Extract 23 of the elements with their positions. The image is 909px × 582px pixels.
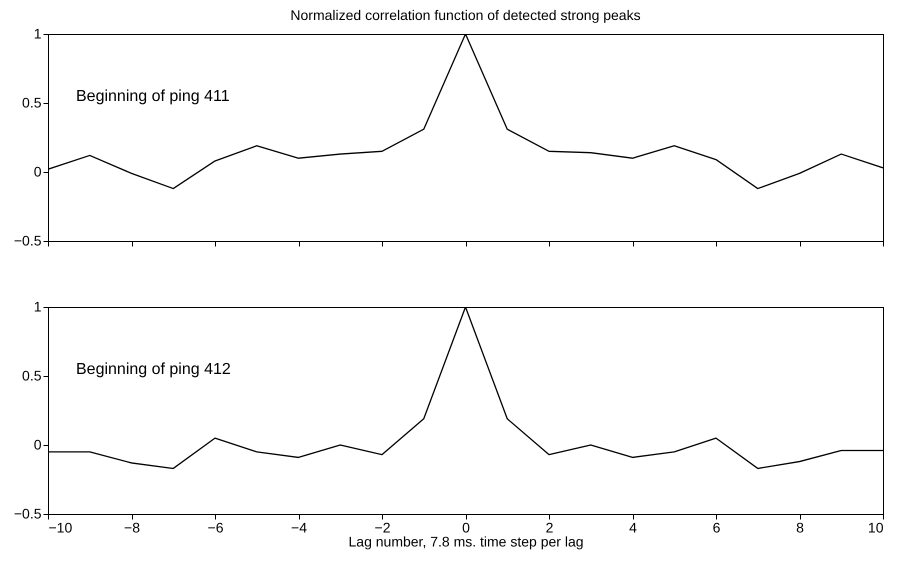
y-tick-label: 1	[34, 26, 42, 42]
x-tick-label: 4	[629, 520, 638, 536]
x-tick-label: 0	[462, 520, 470, 536]
chart-title: Normalized correlation function of detected strong peaks	[290, 7, 641, 23]
annotation: Beginning of ping 412	[76, 361, 231, 378]
y-tick-label: 0.5	[22, 94, 42, 110]
y-tick-label: −0.5	[14, 232, 42, 248]
annotation: Beginning of ping 411	[76, 88, 230, 105]
x-tick-label: 8	[796, 520, 804, 536]
x-tick-label: −8	[124, 520, 140, 536]
y-tick-label: −0.5	[14, 506, 42, 522]
x-tick-label: 2	[546, 520, 554, 536]
x-axis-title: Lag number, 7.8 ms. time step per lag	[348, 534, 584, 550]
x-tick-label: −10	[48, 520, 72, 536]
y-tick-label: 1	[34, 298, 42, 314]
y-tick-label: 0	[34, 436, 42, 452]
y-tick-label: 0	[34, 164, 42, 180]
x-tick-label: 6	[712, 520, 721, 536]
y-tick-label: 0.5	[22, 368, 42, 384]
x-tick-label: −6	[208, 520, 224, 536]
x-tick-label: −2	[374, 520, 391, 536]
x-tick-label: 10	[868, 520, 884, 536]
x-tick-label: −4	[291, 520, 308, 536]
